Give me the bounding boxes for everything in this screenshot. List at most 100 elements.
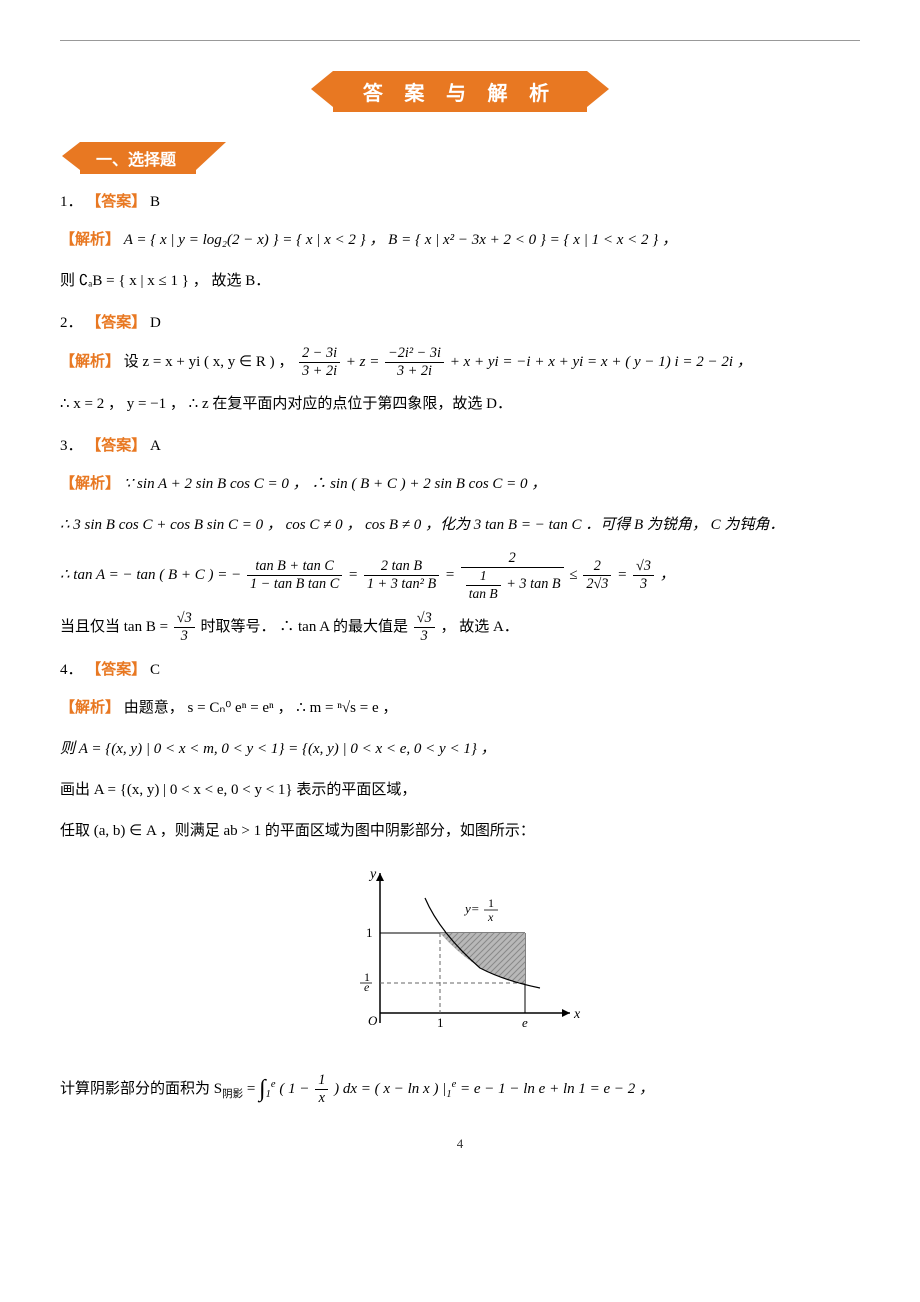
q3-l4b: 时取等号． ∴ tan A 的最大值是	[201, 619, 412, 635]
q4-l1-text: 由题意， s = Cₙ⁰ eⁿ = eⁿ ， ∴ m = ⁿ√s = e ，	[124, 700, 398, 716]
q4-answer-line: 4． 【答案】 C	[60, 657, 860, 684]
q3-f3d: 1tan B + 3 tan B	[461, 568, 564, 601]
q4-if-num: 1	[315, 1072, 328, 1090]
q3-l4c: ， 故选 A．	[440, 619, 518, 635]
lim-low: 1	[446, 1089, 451, 1100]
q4-integral: 计算阴影部分的面积为 S阴影 = ∫1e ( 1 − 1x ) dx = ( x…	[60, 1063, 860, 1116]
q3-l4: 当且仅当 tan B = √33 时取等号． ∴ tan A 的最大值是 √33…	[60, 610, 860, 645]
q2-exp-line2: ∴ x = 2 ， y = −1 ， ∴ z 在复平面内对应的点位于第四象限，故…	[60, 388, 860, 421]
q1-answer: B	[150, 194, 160, 210]
rparen: )	[334, 1081, 339, 1097]
q3-f3dtail: + 3 tan B	[503, 576, 561, 592]
q3-l2: ∴ 3 sin B cos C + cos B sin C = 0 ， cos …	[60, 509, 860, 542]
q3-l4a: 当且仅当 tan B =	[60, 619, 172, 635]
section-banner-wrap: 一、选择题	[80, 142, 860, 174]
q2-f2-den: 3 + 2i	[385, 363, 444, 380]
y-tick-1: 1	[366, 925, 373, 940]
q4-int-pre: 计算阴影部分的面积为 S	[60, 1081, 222, 1097]
q3-eq1: =	[348, 567, 362, 583]
q3-f3n: 2	[461, 550, 564, 568]
q4-answer: C	[150, 662, 160, 678]
explain-label: 【解析】	[60, 476, 120, 492]
integral-sign: ∫	[259, 1076, 266, 1102]
q2-mid1: + z =	[346, 354, 383, 370]
curve-label: y=	[463, 901, 480, 916]
q2-number: 2．	[60, 315, 83, 331]
explain-label: 【解析】	[60, 354, 120, 370]
q3-answer-line: 3． 【答案】 A	[60, 433, 860, 460]
q1-math-a: A = { x | y = log	[124, 232, 222, 248]
q3-f4n: 2	[583, 558, 611, 576]
q4-number: 4．	[60, 662, 83, 678]
q3-eq3: =	[617, 567, 631, 583]
curve-label-den: x	[487, 910, 494, 924]
q4-l4: 任取 (a, b) ∈ A ，则满足 ab > 1 的平面区域为图中阴影部分，如…	[60, 815, 860, 848]
answers-banner: 答 案 与 解 析	[333, 71, 587, 112]
q3-l4n2: √3	[414, 610, 435, 628]
q3-leq: ≤	[569, 567, 581, 583]
q1-answer-line: 1． 【答案】 B	[60, 189, 860, 216]
y-tick-inve: 1e	[364, 970, 370, 994]
q3-f4d: 2√3	[583, 576, 611, 593]
q4-result: = e − 1 − ln e + ln 1 = e − 2 ，	[460, 1081, 654, 1097]
answer-label: 【答案】	[86, 315, 146, 331]
q3-f3dt: 1	[466, 568, 501, 585]
q4-dx: dx = ( x − ln x ) |	[343, 1081, 447, 1097]
q2-exp-line1: 【解析】 设 z = x + yi ( x, y ∈ R ) ， 2 − 3i3…	[60, 345, 860, 380]
lparen: (	[279, 1081, 284, 1097]
q4-l1: 【解析】 由题意， s = Cₙ⁰ eⁿ = eⁿ ， ∴ m = ⁿ√s = …	[60, 692, 860, 725]
x-axis-label: x	[573, 1007, 581, 1022]
x-tick-1: 1	[437, 1015, 444, 1030]
q2-tail: + x + yi = −i + x + yi = x + ( y − 1) i …	[450, 354, 752, 370]
q3-answer: A	[150, 438, 161, 454]
answer-label: 【答案】	[86, 662, 146, 678]
lim-up: e	[452, 1079, 457, 1090]
q3-l1: 【解析】 ∵ sin A + 2 sin B cos C = 0 ， ∴ sin…	[60, 468, 860, 501]
q3-eq2: =	[445, 567, 459, 583]
q1-exp-line1: 【解析】 A = { x | y = log₂(2 − x) } = { x |…	[60, 224, 860, 257]
x-tick-e: e	[522, 1015, 528, 1030]
answer-label: 【答案】	[86, 194, 146, 210]
page-number: 4	[60, 1136, 860, 1152]
q4-figure: y x O 1 e 1 1e y= 1 x	[60, 863, 860, 1048]
q4-int-eq: =	[247, 1081, 259, 1097]
q2-f1-den: 3 + 2i	[299, 363, 340, 380]
q1-line2: 则 ∁ₐB = { x | x ≤ 1 } ， 故选 B．	[60, 273, 270, 289]
q3-f1d: 1 − tan B tan C	[247, 576, 342, 593]
q4-if-den: x	[315, 1090, 328, 1107]
q1-math-b: ₂(2 − x) } = { x | x < 2 } ， B = { x | x…	[222, 232, 677, 248]
y-axis-label: y	[368, 867, 377, 882]
q1-exp-line2: 则 ∁ₐB = { x | x ≤ 1 } ， 故选 B．	[60, 265, 860, 298]
origin-label: O	[368, 1013, 378, 1028]
q3-f3db: tan B	[466, 586, 501, 602]
q2-f2-num: −2i² − 3i	[385, 345, 444, 363]
int-low: 1	[266, 1089, 271, 1100]
q3-number: 3．	[60, 438, 83, 454]
q2-line2: ∴ x = 2 ， y = −1 ， ∴ z 在复平面内对应的点位于第四象限，故…	[60, 396, 512, 412]
curve-label-num: 1	[488, 896, 494, 910]
q3-l4n: √3	[174, 610, 195, 628]
q4-l3: 画出 A = {(x, y) | 0 < x < e, 0 < y < 1} 表…	[60, 774, 860, 807]
q4-l2: 则 A = {(x, y) | 0 < x < m, 0 < y < 1} = …	[60, 733, 860, 766]
q3-f5n: √3	[633, 558, 654, 576]
answer-label: 【答案】	[86, 438, 146, 454]
answers-banner-wrap: 答 案 与 解 析	[60, 71, 860, 112]
q2-answer-line: 2． 【答案】 D	[60, 310, 860, 337]
q2-answer: D	[150, 315, 161, 331]
q3-f2n: 2 tan B	[364, 558, 439, 576]
q3-tanA-lhs: ∴ tan A = − tan ( B + C ) = −	[60, 567, 241, 583]
int-up: e	[271, 1079, 276, 1090]
q1-number: 1．	[60, 194, 83, 210]
section-one-banner: 一、选择题	[80, 142, 196, 174]
graph-svg: y x O 1 e 1 1e y= 1 x	[330, 863, 590, 1043]
q3-l3: ∴ tan A = − tan ( B + C ) = − tan B + ta…	[60, 550, 860, 602]
explain-label: 【解析】	[60, 700, 120, 716]
q4-integrand-a: 1 −	[288, 1081, 313, 1097]
q3-l4d: 3	[174, 628, 195, 645]
q3-f1n: tan B + tan C	[247, 558, 342, 576]
q3-f2d: 1 + 3 tan² B	[364, 576, 439, 593]
q3-l1-text: ∵ sin A + 2 sin B cos C = 0 ， ∴ sin ( B …	[124, 476, 547, 492]
explain-label: 【解析】	[60, 232, 120, 248]
q2-f1-num: 2 − 3i	[299, 345, 340, 363]
q2-prefix: 设 z = x + yi ( x, y ∈ R ) ，	[124, 354, 294, 370]
